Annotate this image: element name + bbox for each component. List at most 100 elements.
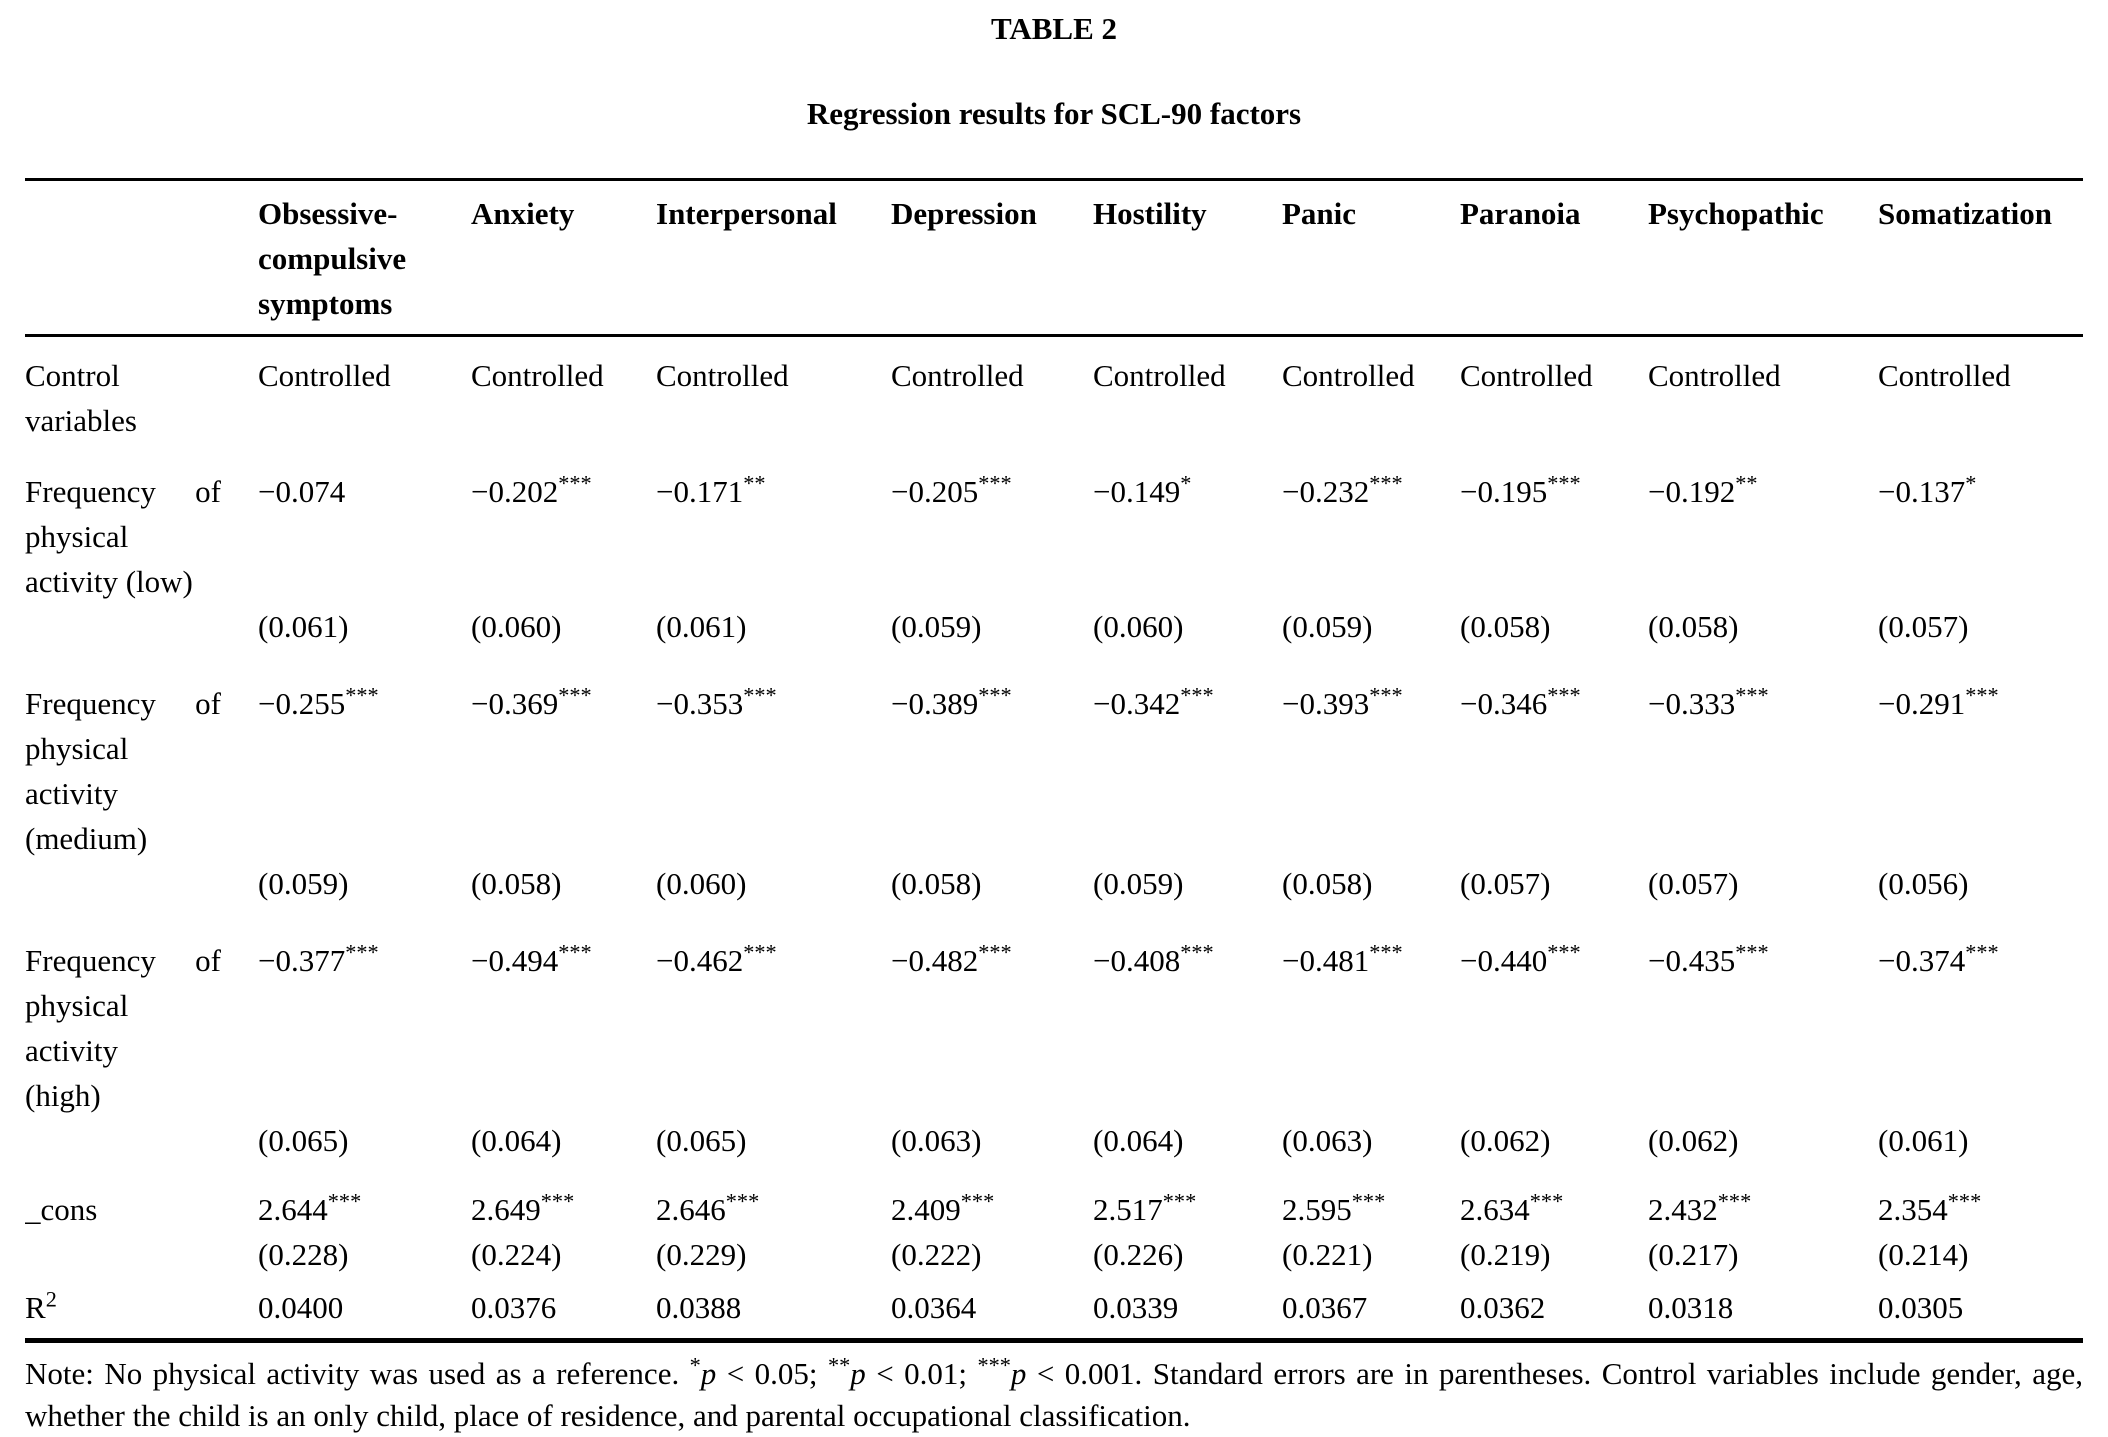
- table-cell: 0.0364: [891, 1290, 977, 1325]
- table-cell: (0.058): [1648, 609, 1739, 644]
- table-cell: 2.517***: [1093, 1188, 1197, 1227]
- significance-stars: ***: [540, 1188, 575, 1214]
- row-label-line: Control: [25, 358, 120, 393]
- header-empty-cell: [25, 180, 258, 336]
- table-cell: (0.065): [258, 1123, 349, 1158]
- significance-stars: ***: [558, 939, 592, 965]
- table-cell: (0.061): [656, 609, 747, 644]
- row-label-line: activity (low): [25, 564, 193, 599]
- table-cell: 2.634***: [1460, 1188, 1564, 1227]
- table-cell: 0.0339: [1093, 1290, 1179, 1325]
- note-text: < 0.01;: [865, 1356, 978, 1391]
- note-significance-stars: ***: [977, 1352, 1011, 1378]
- table-cell: −0.389***: [891, 682, 1012, 721]
- row-label: R2: [25, 1285, 258, 1341]
- table-body: Control variables Controlled Controlled Cont…: [25, 336, 2083, 1341]
- table-cell: (0.062): [1460, 1123, 1551, 1158]
- table-header: Obsessive-compulsive symptoms Anxiety In…: [25, 180, 2083, 336]
- table-cell: (0.058): [1460, 609, 1551, 644]
- significance-stars: ***: [743, 682, 777, 708]
- table-cell: 2.649***: [471, 1188, 575, 1227]
- significance-stars: ***: [1369, 939, 1403, 965]
- table-cell: −0.346***: [1460, 682, 1581, 721]
- significance-stars: ***: [1162, 1188, 1197, 1214]
- significance-stars: ***: [1547, 939, 1581, 965]
- table-cell: −0.137*: [1878, 470, 1977, 509]
- table-cell: (0.057): [1878, 609, 1969, 644]
- significance-stars: *: [1965, 470, 1977, 496]
- table-cell: −0.369***: [471, 682, 592, 721]
- table-cell: (0.060): [656, 866, 747, 901]
- row-label-line: Frequency of: [25, 686, 221, 721]
- table-cell: (0.226): [1093, 1237, 1184, 1272]
- table-row: Control variables Controlled Controlled Cont…: [25, 336, 2083, 456]
- table-cell: (0.060): [471, 609, 562, 644]
- significance-stars: ***: [1547, 682, 1581, 708]
- table-cell: 2.595***: [1282, 1188, 1386, 1227]
- table-cell: −0.342***: [1093, 682, 1214, 721]
- table-cell: −0.393***: [1282, 682, 1403, 721]
- row-label: [25, 1232, 258, 1285]
- table-row: Frequency of physical activity (low) −0.074…: [25, 455, 2083, 604]
- significance-stars: ***: [1735, 939, 1769, 965]
- significance-stars: ***: [1529, 1188, 1564, 1214]
- significance-stars: ***: [1947, 1188, 1982, 1214]
- table-number-title: TABLE 2: [990, 11, 1118, 46]
- table-cell: −0.291***: [1878, 682, 1999, 721]
- column-header: Depression: [891, 196, 1037, 231]
- table-row: Frequency of physical activity (high) −0.377…: [25, 924, 2083, 1118]
- row-label-line: _cons: [25, 1192, 98, 1227]
- note-text: < 0.05;: [716, 1356, 828, 1391]
- row-label-line: R2: [25, 1286, 57, 1325]
- significance-stars: ***: [1735, 682, 1769, 708]
- table-cell: (0.219): [1460, 1237, 1551, 1272]
- table-cell: (0.229): [656, 1237, 747, 1272]
- table-cell: 0.0362: [1460, 1290, 1546, 1325]
- table-cell: −0.440***: [1460, 939, 1581, 978]
- note-p-symbol: p: [700, 1356, 717, 1391]
- row-label: Control variables: [25, 336, 258, 456]
- significance-stars: ***: [345, 939, 379, 965]
- table-cell: (0.061): [1878, 1123, 1969, 1158]
- table-cell: Controlled: [471, 358, 604, 393]
- row-label-line: Frequency of: [25, 943, 221, 978]
- table-cell: (0.056): [1878, 866, 1969, 901]
- table-row: (0.059) (0.058) (0.060) (0.058) (0.059) (0.05…: [25, 861, 2083, 924]
- table-cell: (0.062): [1648, 1123, 1739, 1158]
- row-label: _cons: [25, 1181, 258, 1232]
- table-cell: 0.0400: [258, 1290, 344, 1325]
- table-cell: (0.217): [1648, 1237, 1739, 1272]
- row-label-line: physical: [25, 519, 129, 554]
- significance-stars: ***: [558, 682, 592, 708]
- table-cell: Controlled: [1282, 358, 1415, 393]
- significance-stars: ***: [1965, 939, 1999, 965]
- column-header: Psychopathic: [1648, 196, 1824, 231]
- significance-stars: ***: [558, 470, 592, 496]
- column-header: Hostility: [1093, 196, 1207, 231]
- table-cell: −0.353***: [656, 682, 777, 721]
- table-cell: 2.432***: [1648, 1188, 1752, 1227]
- significance-stars: ***: [960, 1188, 995, 1214]
- label-superscript: 2: [45, 1286, 57, 1312]
- table-cell: (0.059): [1093, 866, 1184, 901]
- table-cell: −0.205***: [891, 470, 1012, 509]
- row-label-line: Frequency of: [25, 474, 221, 509]
- table-cell: −0.192**: [1648, 470, 1758, 509]
- table-cell: (0.059): [258, 866, 349, 901]
- table-cell: Controlled: [656, 358, 789, 393]
- table-cell: 2.409***: [891, 1188, 995, 1227]
- table-cell: 0.0367: [1282, 1290, 1368, 1325]
- table-row: (0.065) (0.064) (0.065) (0.063) (0.064) (0.06…: [25, 1118, 2083, 1181]
- table-row: R2 0.0400 0.0376 0.0388 0.0364 0.0339 0.0367 0.…: [25, 1285, 2083, 1341]
- table-cell: −0.435***: [1648, 939, 1769, 978]
- table-cell: 0.0305: [1878, 1290, 1964, 1325]
- significance-stars: ***: [1369, 470, 1403, 496]
- table-cell: (0.063): [891, 1123, 982, 1158]
- table-cell: (0.064): [471, 1123, 562, 1158]
- header-row: Obsessive-compulsive symptoms Anxiety In…: [25, 180, 2083, 336]
- table-cell: −0.149*: [1093, 470, 1192, 509]
- table-cell: Controlled: [258, 358, 391, 393]
- footnote: Note: No physical activity was used as a…: [25, 1353, 2083, 1437]
- table-row: (0.228) (0.224) (0.229) (0.222) (0.226) (0.22…: [25, 1232, 2083, 1285]
